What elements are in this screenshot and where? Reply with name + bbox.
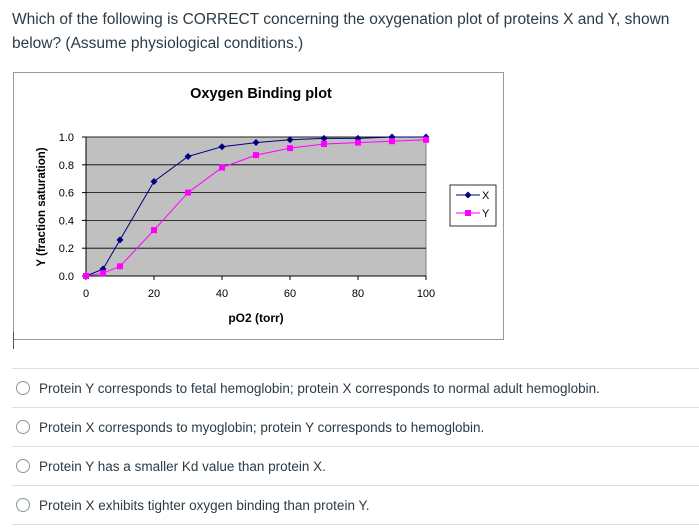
legend-label-y: Y: [482, 208, 490, 220]
legend-label-x: X: [482, 190, 490, 202]
data-point-y: [117, 263, 123, 270]
x-tick-label: 80: [352, 288, 364, 300]
legend-marker-x: [464, 191, 472, 199]
chart-title: Oxygen Binding plot: [190, 86, 332, 102]
data-point-y: [100, 270, 106, 277]
y-tick-label: 0.8: [59, 160, 74, 172]
radio-button[interactable]: [16, 498, 30, 512]
data-point-y: [355, 139, 361, 146]
data-point-y: [321, 140, 327, 147]
answer-option-3[interactable]: Protein Y has a smaller Kd value than pr…: [12, 446, 699, 485]
radio-button[interactable]: [16, 381, 30, 395]
chart-legend: XY: [449, 184, 497, 227]
answer-label: Protein X exhibits tighter oxygen bindin…: [39, 497, 370, 513]
question-text: Which of the following is CORRECT concer…: [12, 11, 670, 52]
chart-svg: Oxygen Binding plot 0.0 0.2 0.4 0.6 0.8 1.0 0…: [36, 86, 497, 325]
y-tick-label: 0.6: [59, 188, 74, 200]
x-tick-label: 0: [83, 288, 89, 300]
answer-option-4[interactable]: Protein X exhibits tighter oxygen bindin…: [12, 485, 699, 525]
data-point-x: [286, 136, 294, 144]
data-point-x: [116, 236, 124, 244]
answer-option-1[interactable]: Protein Y corresponds to fetal hemoglobi…: [12, 368, 699, 407]
series-line-x: [85, 136, 426, 277]
answer-label: Protein X corresponds to myoglobin; prot…: [39, 419, 485, 435]
x-tick-label: 100: [417, 288, 435, 300]
data-point-y: [389, 138, 395, 145]
answer-label: Protein Y corresponds to fetal hemoglobi…: [39, 380, 600, 396]
data-point-y: [287, 145, 293, 152]
y-tick-label: 0.0: [59, 271, 74, 283]
y-tick-label: 0.2: [59, 243, 74, 255]
data-point-x: [150, 177, 158, 185]
data-point-x: [320, 134, 328, 142]
x-axis-label: pO2 (torr): [228, 311, 283, 325]
answer-label: Protein Y has a smaller Kd value than pr…: [39, 458, 326, 474]
text-cursor-bar: [13, 332, 14, 349]
data-point-x: [218, 143, 226, 151]
answer-option-2[interactable]: Protein X corresponds to myoglobin; prot…: [12, 407, 699, 446]
data-point-y: [423, 136, 429, 143]
legend-box: [449, 184, 497, 227]
x-tick-label: 40: [216, 288, 228, 300]
plot-area: [85, 136, 427, 277]
data-point-y: [83, 273, 89, 279]
data-point-y: [185, 189, 191, 196]
data-point-y: [151, 227, 157, 234]
y-tick-label: 1.0: [59, 132, 74, 144]
data-point-y: [253, 152, 259, 159]
data-point-y: [219, 164, 225, 171]
data-point-x: [184, 152, 192, 160]
radio-button[interactable]: [16, 420, 30, 434]
answer-list: Protein Y corresponds to fetal hemoglobi…: [12, 368, 699, 525]
radio-button[interactable]: [16, 459, 30, 473]
x-tick-label: 20: [148, 288, 160, 300]
y-axis-label: Y (fraction saturation): [36, 147, 48, 266]
y-tick-label: 0.4: [59, 215, 74, 227]
legend-marker-y: [465, 210, 471, 216]
data-point-x: [252, 139, 260, 147]
oxygen-binding-chart: Oxygen Binding plot 0.0 0.2 0.4 0.6 0.8 1.0 0…: [13, 72, 504, 340]
x-tick-label: 60: [284, 288, 296, 300]
